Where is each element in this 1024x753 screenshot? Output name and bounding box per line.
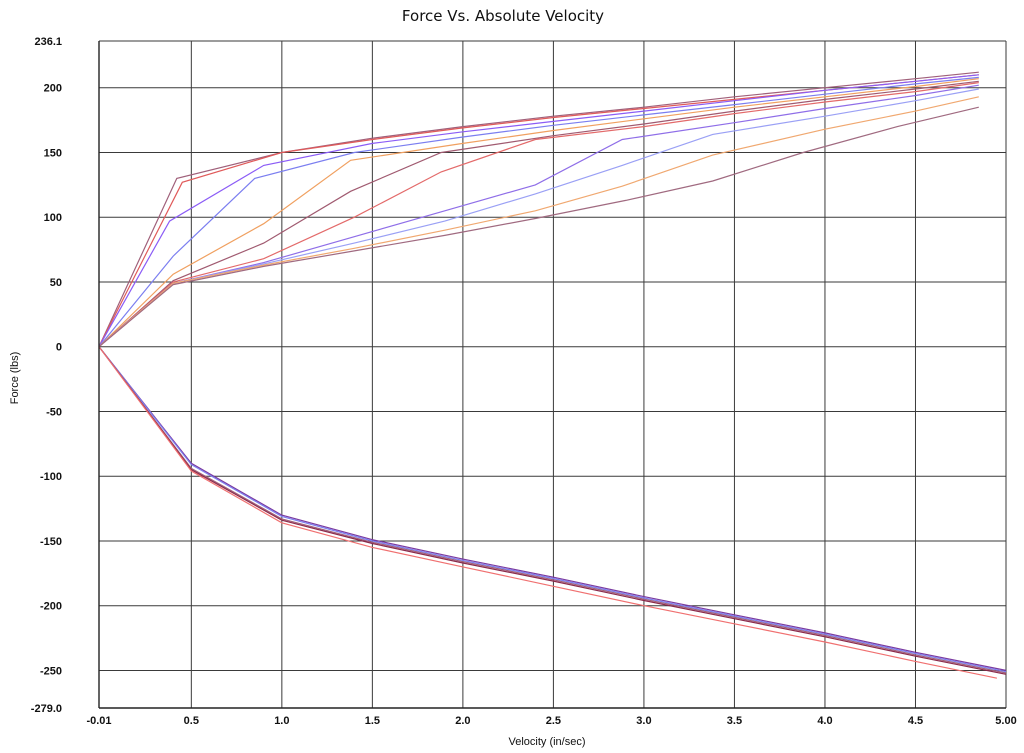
series-line bbox=[98, 76, 979, 348]
y-tick-label: -250 bbox=[40, 665, 62, 677]
y-tick-label: -279.0 bbox=[31, 703, 62, 715]
series-line bbox=[98, 84, 979, 348]
series-line bbox=[98, 346, 1007, 674]
axes bbox=[98, 41, 1006, 709]
series-line bbox=[98, 71, 979, 347]
x-tick-label: 2.5 bbox=[546, 715, 561, 727]
y-tick-label: 0 bbox=[56, 342, 62, 354]
y-axis-label: Force (lbs) bbox=[9, 352, 21, 405]
series-line bbox=[98, 74, 979, 347]
series-line bbox=[98, 82, 979, 348]
y-tick-label: 236.1 bbox=[34, 36, 62, 48]
series-line bbox=[98, 346, 998, 679]
x-tick-label: 3.5 bbox=[727, 715, 742, 727]
x-tick-labels: -0.01 0.5 1.0 1.5 2.0 2.5 3.0 3.5 4.0 4.5 5.00 bbox=[86, 715, 1016, 727]
x-tick-label: 4.0 bbox=[817, 715, 832, 727]
series-group bbox=[98, 71, 1007, 679]
grid-lines bbox=[98, 40, 1007, 709]
x-tick-label: 2.0 bbox=[455, 715, 470, 727]
series-line bbox=[98, 346, 1007, 671]
series-line bbox=[98, 96, 979, 348]
x-tick-label: 5.00 bbox=[995, 715, 1016, 727]
series-line bbox=[98, 346, 1007, 673]
x-axis-label: Velocity (in/sec) bbox=[508, 736, 585, 748]
chart-title: Force Vs. Absolute Velocity bbox=[402, 7, 604, 25]
y-tick-label: 50 bbox=[50, 277, 62, 289]
series-line bbox=[98, 74, 979, 347]
series-line bbox=[98, 346, 1007, 675]
series-line bbox=[98, 106, 979, 348]
x-tick-label: 3.0 bbox=[636, 715, 651, 727]
y-tick-labels: 236.1 200 150 100 50 0 -50 -100 -150 -200 -250 -279… bbox=[31, 36, 62, 715]
y-tick-label: 200 bbox=[44, 83, 62, 95]
x-tick-label: 1.0 bbox=[274, 715, 289, 727]
series-line bbox=[98, 78, 979, 348]
y-tick-label: -100 bbox=[40, 471, 62, 483]
x-tick-label: -0.01 bbox=[86, 715, 111, 727]
series-line bbox=[98, 88, 979, 348]
y-tick-label: 150 bbox=[44, 147, 62, 159]
y-tick-label: 100 bbox=[44, 212, 62, 224]
x-tick-label: 4.5 bbox=[908, 715, 923, 727]
y-tick-label: -200 bbox=[40, 601, 62, 613]
series-line bbox=[98, 80, 979, 348]
x-tick-label: 1.5 bbox=[365, 715, 380, 727]
y-tick-label: -50 bbox=[46, 406, 62, 418]
x-tick-label: 0.5 bbox=[184, 715, 199, 727]
y-tick-label: -150 bbox=[40, 536, 62, 548]
